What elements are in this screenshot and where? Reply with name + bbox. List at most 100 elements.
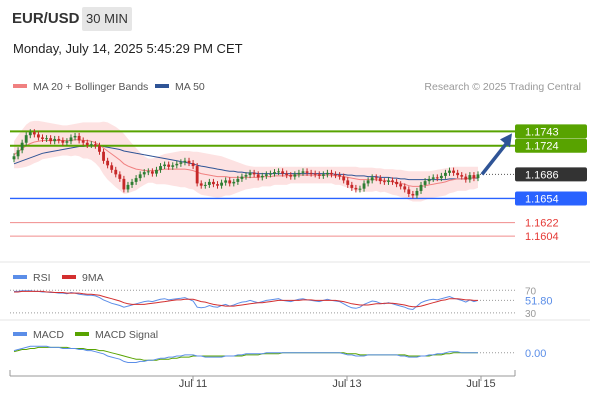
candle (362, 180, 366, 192)
candle (444, 169, 447, 179)
candle (114, 166, 118, 178)
candle-body (134, 178, 138, 182)
candle (146, 168, 150, 176)
candle-body (232, 181, 236, 184)
candle-body (476, 174, 480, 179)
candle-body (346, 180, 350, 185)
candle-body (285, 173, 289, 176)
candle (212, 178, 215, 188)
ma50-legend-swatch (155, 84, 169, 88)
candle-body (387, 180, 390, 182)
candle-body (106, 160, 110, 166)
candle-body (28, 132, 32, 136)
candle (41, 134, 44, 142)
candle (289, 172, 293, 180)
candle (460, 172, 464, 180)
candle-body (146, 171, 150, 173)
candle-body (32, 132, 36, 135)
candle (216, 181, 219, 189)
bollinger-band-fill (14, 120, 478, 202)
candle-body (85, 142, 89, 145)
candle (391, 177, 394, 185)
candle (183, 157, 187, 166)
candle-body (313, 173, 317, 175)
macd-plot: 0.00 (13, 345, 546, 363)
candle (69, 134, 73, 145)
candle (411, 190, 415, 199)
candle-body (155, 169, 158, 174)
candle (167, 161, 171, 170)
candle (224, 177, 228, 186)
candle-body (93, 144, 97, 146)
candle (220, 179, 224, 189)
candle (49, 135, 53, 145)
candle (427, 175, 431, 185)
candle (142, 169, 146, 178)
projection-arrow (480, 133, 512, 176)
candle-body (179, 162, 183, 164)
candle (403, 183, 407, 193)
candle-body (122, 178, 126, 190)
candle (456, 169, 460, 179)
candle (350, 181, 354, 191)
macd-signal-legend-label: MACD Signal (95, 329, 158, 341)
candle (244, 172, 248, 180)
resistance-label: 1.1724 (525, 141, 559, 153)
candle (36, 131, 40, 141)
candle-body (366, 180, 370, 184)
rsi-current-value: 51.80 (525, 295, 553, 307)
candle-body (289, 175, 293, 177)
candle (273, 169, 276, 177)
candle-body (317, 174, 321, 176)
candle-body (439, 175, 443, 179)
candle-body (69, 137, 73, 142)
candle-body (126, 184, 130, 190)
rsi-line (14, 290, 479, 311)
candle (159, 163, 162, 173)
candle (252, 169, 256, 178)
ma50-legend-label: MA 50 (175, 81, 205, 93)
candle-body (220, 182, 224, 186)
candle-body (260, 175, 264, 178)
macd-line (13, 345, 478, 363)
candle-body (98, 145, 101, 152)
candle (395, 178, 399, 188)
candle-body (309, 172, 313, 174)
candle-body (468, 175, 472, 180)
candle-body (183, 160, 187, 163)
candle-body (273, 172, 276, 174)
candle (423, 178, 427, 188)
candle (448, 167, 451, 176)
timeframe-badge[interactable]: 30 MIN (82, 7, 132, 31)
candle-body (130, 181, 134, 185)
candle-body (207, 181, 211, 185)
candle (228, 177, 232, 187)
candle-body (395, 181, 399, 185)
candle-body (199, 183, 203, 186)
candle-body (321, 174, 325, 176)
candle (171, 162, 175, 170)
candle-body (228, 180, 232, 184)
candle (150, 168, 154, 177)
candle-body (452, 170, 456, 173)
candle-body (167, 164, 171, 167)
candle-body (350, 184, 354, 188)
candle-body (277, 171, 280, 173)
candle (16, 147, 20, 160)
candle (419, 181, 423, 194)
support-label: 1.1604 (525, 231, 559, 243)
price-legend: MA 20 + Bollinger Bands MA 50 Research ©… (13, 81, 581, 93)
candle (248, 169, 252, 179)
candle-body (362, 183, 366, 189)
candle-body (114, 169, 118, 175)
candle (110, 162, 114, 173)
candle-body (391, 180, 394, 182)
candle (464, 173, 468, 183)
candle-body (89, 144, 93, 146)
candle (57, 135, 61, 144)
candle (387, 177, 390, 185)
pivot-tag (515, 191, 587, 206)
candle (452, 167, 456, 176)
candle (236, 175, 240, 185)
